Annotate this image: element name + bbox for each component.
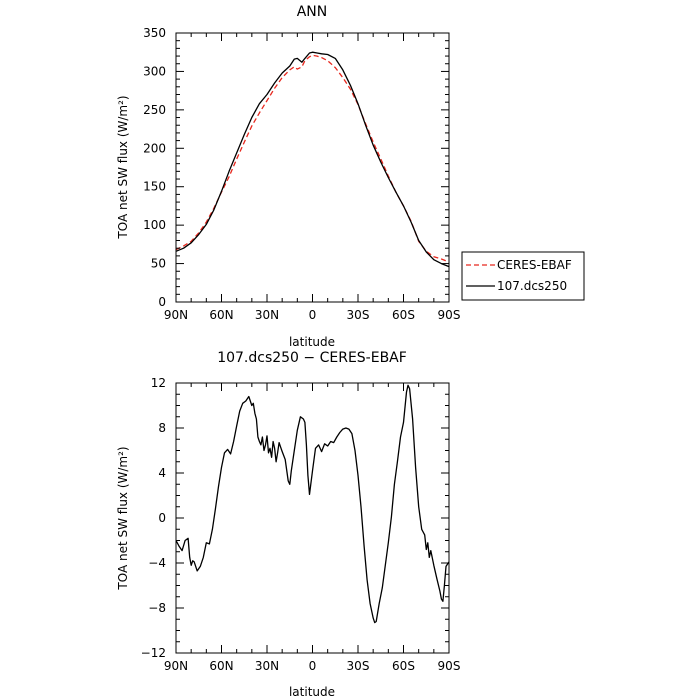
y-tick-label: −8: [148, 601, 166, 615]
y-tick-label: −4: [148, 556, 166, 570]
x-tick-label: 60N: [209, 659, 233, 673]
legend-label-ceres: CERES-EBAF: [497, 258, 572, 272]
x-tick-label: 30N: [255, 308, 279, 322]
panel-1-axes: 90N 60N 30N 0 30S 60S 90S 0 50 100 150 200 250 300 350: [143, 26, 460, 322]
panel-1-series: [175, 51, 450, 268]
y-tick-label: 50: [151, 257, 166, 271]
y-tick-label: 0: [158, 511, 166, 525]
y-tick-label: 200: [143, 141, 166, 155]
panel-2-series-line-1: [175, 384, 450, 624]
x-tick-label: 90N: [164, 659, 188, 673]
x-tick-label: 90N: [164, 308, 188, 322]
x-tick-label: 60S: [392, 659, 415, 673]
panel-2-title: 107.dcs250 − CERES-EBAF: [217, 350, 407, 366]
y-tick-label: 4: [158, 466, 166, 480]
y-tick-label: 250: [143, 103, 166, 117]
panel-2-ylabel: TOA net SW flux (W/m²): [116, 446, 130, 590]
y-tick-label: 0: [158, 295, 166, 309]
panel-1-legend: CERES-EBAF 107.dcs250: [461, 251, 585, 301]
panel-1: ANN 90N 60N 30N 0 30S 60S 90S 0 50 100 150 200 250 30…: [116, 4, 585, 349]
x-tick-label: 0: [309, 659, 317, 673]
x-tick-label: 90S: [438, 308, 461, 322]
y-tick-label: −12: [141, 646, 166, 660]
panel-1-series-line-1: [175, 54, 450, 263]
x-tick-label: 60N: [209, 308, 233, 322]
x-tick-label: 60S: [392, 308, 415, 322]
panel-1-series-line-2: [175, 51, 450, 268]
x-tick-label: 0: [309, 308, 317, 322]
x-tick-label: 30S: [347, 659, 370, 673]
panel-1-title: ANN: [297, 4, 328, 20]
panel-2-xlabel: latitude: [289, 685, 335, 699]
panel-2-series: [175, 384, 450, 624]
x-tick-label: 90S: [438, 659, 461, 673]
legend-label-model: 107.dcs250: [497, 279, 567, 293]
x-tick-label: 30N: [255, 659, 279, 673]
y-tick-label: 8: [158, 421, 166, 435]
y-tick-label: 12: [151, 376, 166, 390]
legend-box: [461, 251, 585, 301]
y-tick-label: 150: [143, 180, 166, 194]
panel-2-axes: 90N 60N 30N 0 30S 60S 90S −12 −8 −4 0 4 8 12: [141, 376, 461, 673]
x-tick-label: 30S: [347, 308, 370, 322]
panel-1-ylabel: TOA net SW flux (W/m²): [116, 95, 130, 239]
y-tick-label: 300: [143, 64, 166, 78]
panel-2-frame: [175, 382, 450, 654]
y-tick-label: 350: [143, 26, 166, 40]
panel-1-xlabel: latitude: [289, 335, 335, 349]
panel-2: 107.dcs250 − CERES-EBAF 90N 60N 30N 0 30S 60S…: [116, 350, 460, 699]
panel-1-frame: [175, 32, 450, 303]
y-tick-label: 100: [143, 218, 166, 232]
